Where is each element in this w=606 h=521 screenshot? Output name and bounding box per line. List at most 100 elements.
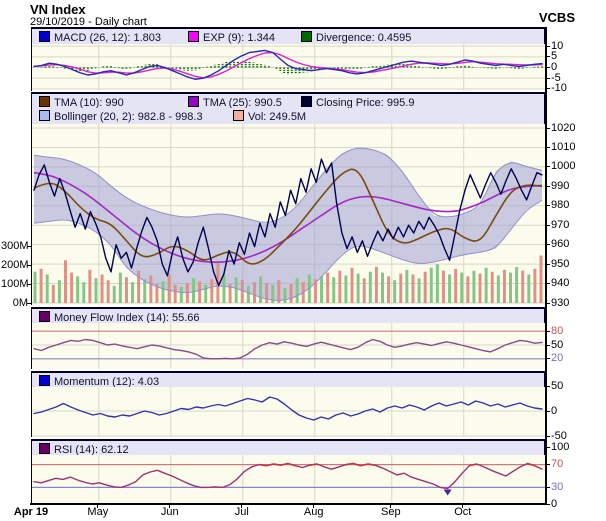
y-axis-tick [546,185,550,187]
legend-swatch [39,110,50,121]
x-axis-tick [241,503,243,508]
y-axis-tick [546,435,550,437]
x-axis-label-apr-19: Apr 19 [13,506,49,518]
y-axis-label-rsi: 30 [551,480,564,493]
y-axis-label-momentum: -50 [551,429,567,442]
y-axis-tick [546,302,550,304]
legend-label: Momentum (12): 4.03 [54,376,160,388]
y-axis-tick [546,410,550,412]
y-axis-label-mfi: 20 [551,352,564,365]
x-axis-tick [97,503,99,508]
legend-swatch [39,375,50,386]
legend-swatch [39,31,50,42]
y-axis-tick [546,224,550,226]
y-axis-tick [546,166,550,168]
legend-item-macd-0: MACD (26, 12): 1.803 [39,31,161,44]
y-axis-label-macd: 10 [551,39,564,52]
volume-axis-label: 0M [12,296,28,309]
y-axis-label-macd: -5 [551,71,561,84]
y-axis-tick [546,45,550,47]
y-axis-tick [546,263,550,265]
plot-rsi [31,455,547,503]
legend-item-price_row1-2: Closing Price: 995.9 [301,96,415,109]
legend-item-price_row1-1: TMA (25): 990.5 [188,96,282,109]
volume-axis-label: 100M [1,277,29,290]
legend-swatch [233,110,244,121]
y-axis-label-momentum: 0 [551,404,558,417]
y-axis-label-price: 990 [551,179,570,192]
legend-swatch [301,31,312,42]
legend-label: RSI (14): 62.12 [54,444,129,456]
plot-price [31,124,547,305]
legend-item-price_row2-0: Bollinger (20, 2): 982.8 - 998.3 [39,110,203,123]
legend-item-price_row1-0: TMA (10): 990 [39,96,124,109]
y-axis-tick [546,67,550,68]
y-axis-label-macd: -10 [551,82,567,95]
x-axis-tick [169,503,171,508]
y-axis-label-mfi: 50 [551,338,564,351]
legend-swatch [301,96,312,107]
y-axis-tick [546,77,550,79]
legend-label: EXP (9): 1.344 [203,32,275,44]
y-axis-tick [546,330,550,332]
y-axis-tick [546,385,550,387]
x-axis-label-oct: Oct [454,506,472,518]
y-axis-label-rsi: 100 [551,441,570,453]
legend-swatch [39,96,50,107]
chart-title: VN Index [30,2,86,17]
y-axis-label-price: 980 [551,199,570,212]
y-axis-tick [546,283,550,285]
legend-item-macd-1: EXP (9): 1.344 [188,31,275,44]
x-axis-tick [462,503,464,508]
chart-subtitle: 29/10/2019 - Daily chart [30,16,147,28]
x-axis-label-jul: Jul [234,506,249,518]
y-axis-label-price: 930 [551,296,570,309]
y-axis-label-price: 970 [551,218,570,231]
y-axis-tick [546,486,550,488]
y-axis-label-macd: 0 [551,61,558,73]
volume-axis-label: 200M [1,258,29,271]
y-axis-label-macd: 5 [551,50,558,63]
rsi-dip-marker [443,489,452,496]
x-axis-label-jun: Jun [160,506,179,518]
right-axis-line [545,27,547,503]
y-axis-tick [546,127,550,129]
y-axis-label-price: 1020 [551,121,576,134]
legend-rsi: RSI (14): 62.12 [31,439,545,456]
y-axis-label-mfi: 80 [551,324,564,337]
legend-label: Divergence: 0.4595 [316,32,412,44]
y-axis-label-rsi: 0 [551,498,558,510]
y-axis-tick [546,56,550,58]
legend-swatch [188,96,199,107]
legend-label: TMA (25): 990.5 [203,97,282,109]
legend-item-price_row2-1: Vol: 249.5M [233,110,306,123]
legend-swatch [188,31,199,42]
legend-label: Bollinger (20, 2): 982.8 - 998.3 [54,111,203,123]
y-axis-tick [546,146,550,148]
x-axis-tick [390,503,392,508]
legend-label: Money Flow Index (14): 55.66 [54,312,200,324]
volume-axis-tick [27,245,31,247]
legend-price_row2: Bollinger (20, 2): 982.8 - 998.3 Vol: 249… [31,108,545,124]
volume-axis-tick [27,264,31,266]
x-axis-label-sep: Sep [381,506,401,518]
legend-label: Closing Price: 995.9 [316,97,415,109]
y-axis-label-price: 1000 [551,160,576,173]
legend-swatch [39,443,50,454]
bottom-axis-line [30,503,547,505]
y-axis-tick [546,504,550,505]
brand-logo: VCBS [538,10,575,25]
legend-item-macd-2: Divergence: 0.4595 [301,31,412,44]
legend-label: MACD (26, 12): 1.803 [54,32,161,44]
legend-momentum: Momentum (12): 4.03 [31,371,545,388]
y-axis-label-price: 1010 [551,140,576,153]
y-axis-tick [546,88,550,90]
y-axis-tick [546,244,550,246]
legend-price_row1: TMA (10): 990 TMA (25): 990.5 Closing Pric… [31,92,545,109]
y-axis-label-rsi: 70 [551,458,564,471]
plot-momentum [31,387,547,437]
y-axis-tick [546,205,550,207]
plot-macd [31,44,547,91]
y-axis-tick [546,344,550,346]
